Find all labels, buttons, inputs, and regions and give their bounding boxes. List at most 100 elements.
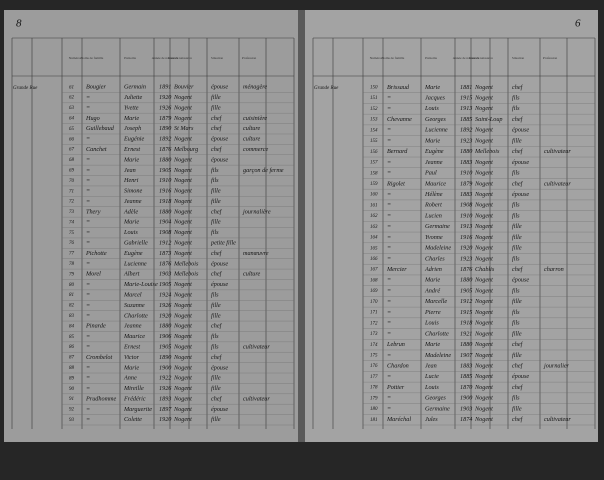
cell: 88 bbox=[69, 366, 75, 371]
cell: Nogent bbox=[474, 362, 493, 369]
column-header: Numéros bbox=[69, 56, 82, 60]
cell: Nogent bbox=[474, 330, 493, 337]
cell: fils bbox=[211, 167, 219, 174]
cell: Louis bbox=[424, 105, 439, 112]
cell: chef bbox=[512, 116, 524, 123]
cell: Nogent bbox=[173, 250, 192, 257]
cell: charron bbox=[544, 266, 564, 273]
cell: Juliette bbox=[124, 94, 142, 101]
cell: cultivateur bbox=[243, 343, 270, 350]
cell: = bbox=[387, 287, 391, 294]
cell: fille bbox=[512, 298, 522, 305]
cell: cultivateur bbox=[243, 395, 270, 402]
cell: André bbox=[424, 287, 440, 294]
cell: chef bbox=[211, 146, 223, 153]
cell: 1883 bbox=[460, 159, 472, 166]
cell: Maréchal bbox=[386, 416, 411, 423]
cell: = bbox=[86, 416, 90, 423]
cell: fils bbox=[512, 309, 520, 316]
cell: Nogent bbox=[173, 333, 192, 340]
cell: fille bbox=[512, 352, 522, 359]
cell: 1903 bbox=[159, 271, 171, 278]
cell: cultivateur bbox=[544, 416, 571, 423]
cell: 165 bbox=[370, 246, 378, 251]
column-header: Situation bbox=[512, 56, 525, 60]
cell: 90 bbox=[69, 387, 75, 392]
cell: épouse bbox=[211, 156, 228, 163]
cell: 73 bbox=[69, 210, 75, 215]
cell: 71 bbox=[69, 189, 74, 194]
column-header: Prénoms bbox=[425, 56, 438, 60]
cell: fille bbox=[512, 245, 522, 252]
cell: Mellebois bbox=[173, 271, 199, 278]
cell: fils bbox=[211, 229, 219, 236]
cell: = bbox=[86, 281, 90, 288]
cell: 86 bbox=[69, 345, 75, 350]
cell: 64 bbox=[69, 117, 75, 122]
cell: 180 bbox=[370, 407, 378, 412]
cell: chef bbox=[512, 416, 524, 423]
cell: Guillebaud bbox=[86, 125, 115, 132]
cell: 1880 bbox=[159, 208, 172, 215]
cell: fils bbox=[512, 202, 520, 209]
cell: Louis bbox=[424, 320, 439, 327]
cell: chef bbox=[211, 354, 223, 361]
cell: chef bbox=[512, 84, 524, 91]
cell: Marie bbox=[424, 341, 440, 348]
cell: Jeanne bbox=[124, 198, 142, 205]
cell: Nogent bbox=[474, 245, 493, 252]
cell: = bbox=[387, 223, 391, 230]
cell: fils bbox=[512, 320, 520, 327]
cell: 82 bbox=[69, 304, 75, 309]
cell: 1885 bbox=[460, 373, 472, 380]
cell: Marie bbox=[424, 277, 440, 284]
cell: chef bbox=[211, 250, 223, 257]
cell: 1918 bbox=[159, 198, 172, 205]
cell: fille bbox=[211, 416, 221, 423]
cell: Nogent bbox=[474, 127, 493, 134]
cell: Ernest bbox=[123, 343, 140, 350]
cell: Nogent bbox=[173, 219, 192, 226]
cell: 79 bbox=[69, 272, 75, 277]
cell: Nogent bbox=[173, 281, 192, 288]
cell: 181 bbox=[370, 418, 378, 423]
cell: 152 bbox=[370, 107, 378, 112]
cell: 1926 bbox=[159, 104, 172, 111]
cell: Georges bbox=[425, 116, 446, 123]
cell: = bbox=[86, 364, 90, 371]
cell: 75 bbox=[69, 231, 75, 236]
cell: Pierre bbox=[424, 309, 441, 316]
margin-note: Grande Rue bbox=[13, 86, 38, 91]
cell: = bbox=[86, 156, 90, 163]
cell: 1876 bbox=[159, 146, 172, 153]
cell: = bbox=[86, 104, 90, 111]
cell: 81 bbox=[69, 293, 74, 298]
cell: 1908 bbox=[460, 202, 473, 209]
cell: Crombelot bbox=[86, 354, 113, 361]
cell: fils bbox=[512, 395, 520, 402]
cell: Yvette bbox=[124, 104, 139, 111]
cell: = bbox=[387, 170, 391, 177]
cell: 1912 bbox=[460, 298, 472, 305]
cell: Marie bbox=[424, 84, 440, 91]
cell: Nogent bbox=[173, 229, 192, 236]
cell: = bbox=[86, 219, 90, 226]
cell: = bbox=[387, 159, 391, 166]
cell: 1920 bbox=[460, 245, 473, 252]
cell: 1907 bbox=[460, 352, 473, 359]
cell: 1926 bbox=[159, 302, 172, 309]
column-header: Noms de famille bbox=[81, 56, 104, 60]
cell: 1879 bbox=[460, 180, 472, 187]
cell: fille bbox=[211, 302, 221, 309]
cell: chef bbox=[512, 180, 524, 187]
column-header: Profession bbox=[242, 56, 257, 60]
cell: fille bbox=[211, 219, 221, 226]
column-header: Année de naissance bbox=[453, 56, 480, 60]
cell: Jeanne bbox=[425, 159, 443, 166]
cell: Madeleine bbox=[424, 352, 451, 359]
cell: 1910 bbox=[159, 177, 172, 184]
cell: Madeleine bbox=[424, 245, 451, 252]
cell: 1870 bbox=[460, 384, 473, 391]
cell: 80 bbox=[69, 283, 75, 288]
